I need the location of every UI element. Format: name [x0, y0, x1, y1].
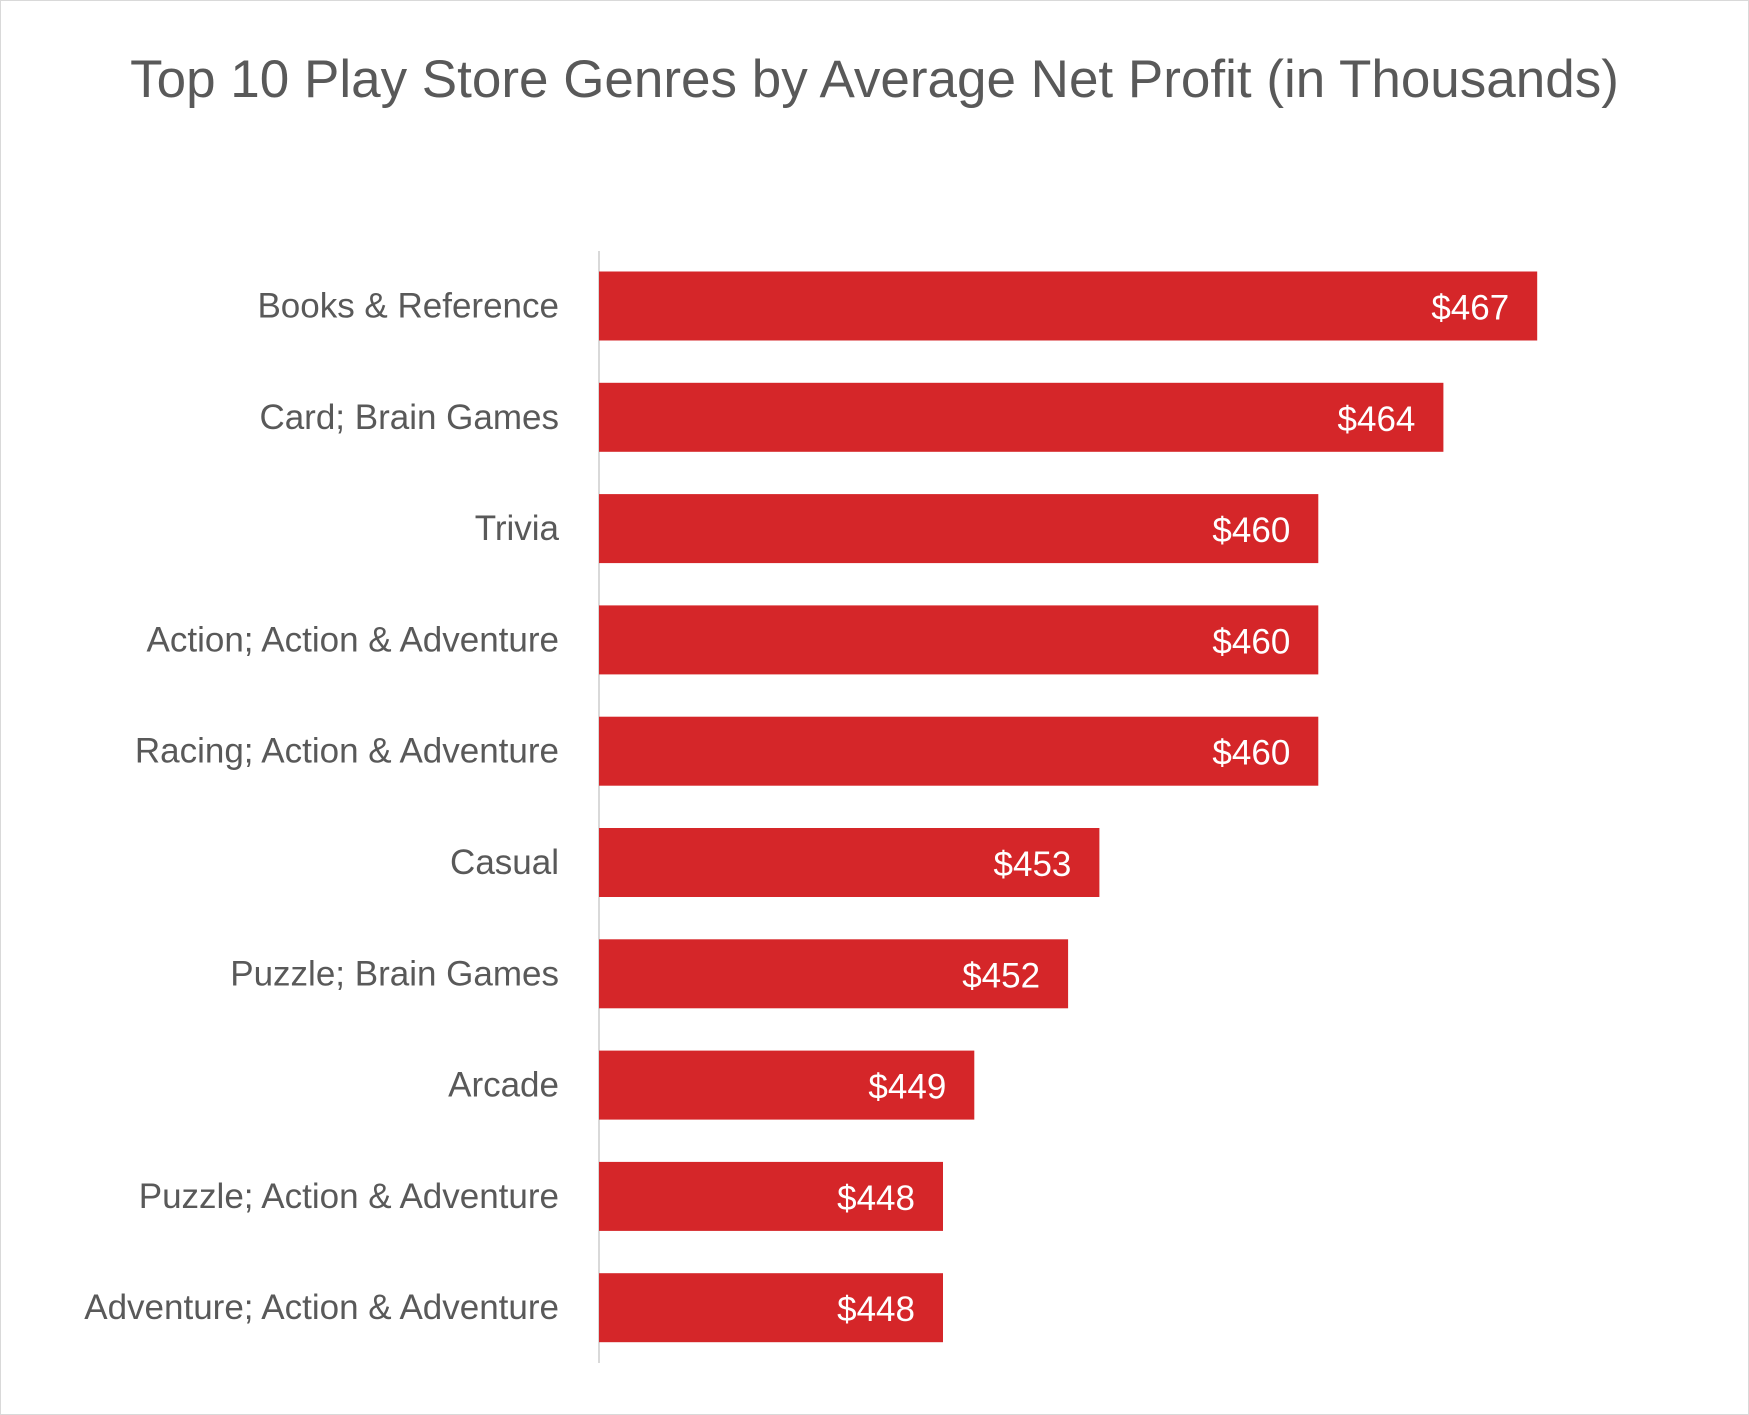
- data-label-9: $448: [837, 1290, 915, 1329]
- bar-5: [599, 828, 1100, 897]
- data-label-3: $460: [1212, 622, 1290, 661]
- bar-3: [599, 605, 1319, 675]
- chart-title: Top 10 Play Store Genres by Average Net …: [130, 50, 1619, 109]
- data-label-4: $460: [1212, 734, 1290, 773]
- category-label-0: Books & Reference: [257, 287, 559, 326]
- category-label-3: Action; Action & Adventure: [147, 620, 559, 659]
- data-label-6: $452: [962, 956, 1040, 995]
- data-label-5: $453: [994, 845, 1072, 884]
- data-label-1: $464: [1338, 400, 1416, 439]
- category-label-7: Arcade: [448, 1066, 559, 1105]
- category-label-5: Casual: [450, 843, 559, 882]
- bar-1: [599, 382, 1444, 452]
- data-label-8: $448: [837, 1179, 915, 1218]
- data-label-0: $467: [1431, 289, 1509, 328]
- bar-0: [599, 271, 1538, 341]
- category-label-1: Card; Brain Games: [259, 398, 559, 437]
- bar-4: [599, 716, 1319, 786]
- data-label-7: $449: [868, 1068, 946, 1107]
- bar-8: [599, 1161, 943, 1231]
- category-label-4: Racing; Action & Adventure: [135, 732, 559, 771]
- bar-6: [599, 939, 1069, 1009]
- category-label-6: Puzzle; Brain Games: [230, 954, 559, 993]
- data-label-2: $460: [1212, 511, 1290, 550]
- bar-9: [599, 1273, 943, 1343]
- bar-7: [599, 1050, 975, 1120]
- category-label-2: Trivia: [475, 509, 560, 548]
- category-label-8: Puzzle; Action & Adventure: [139, 1177, 559, 1216]
- category-label-9: Adventure; Action & Adventure: [84, 1288, 559, 1327]
- bar-2: [599, 494, 1319, 564]
